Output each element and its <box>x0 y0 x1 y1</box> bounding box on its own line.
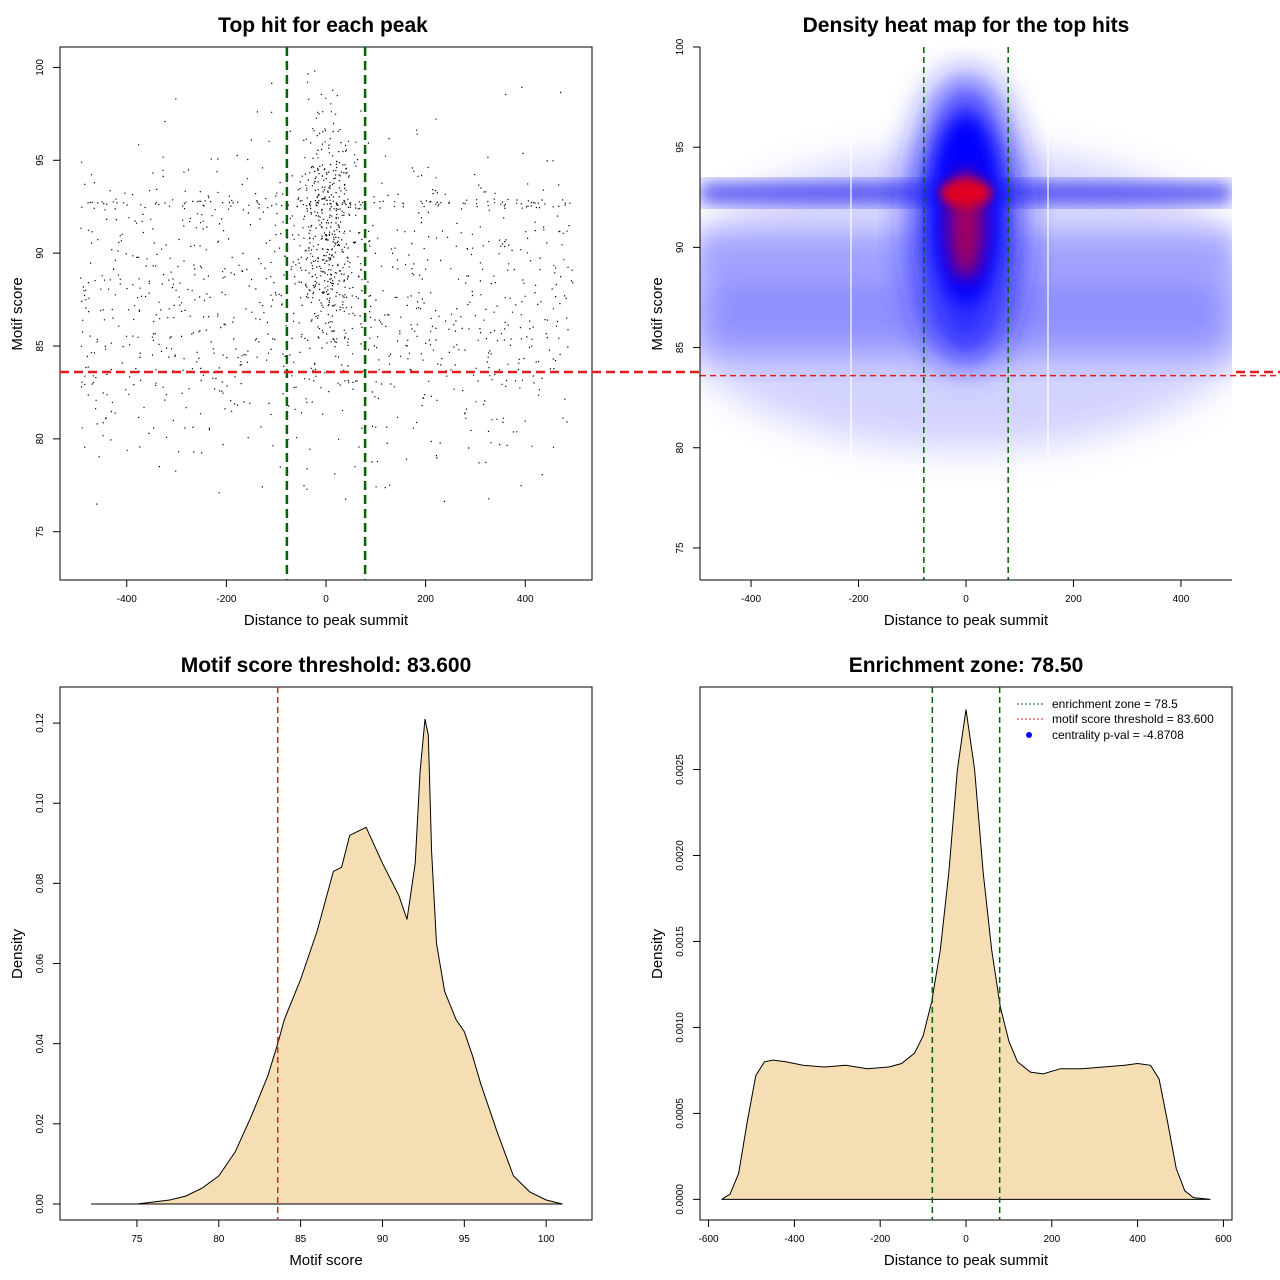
heatmap-y-tick-label: 85 <box>675 342 686 354</box>
scatter-title: Top hit for each peak <box>218 14 428 37</box>
scatter-x-tick-label: 400 <box>517 594 534 605</box>
score-density-y-tick-label: 0.00 <box>35 1194 46 1214</box>
distance-density-y-tick-label: 0.0025 <box>675 754 686 785</box>
panel-heatmap: Density heat map for the top hits -400 -2… <box>649 14 1280 629</box>
distance-density-title: Enrichment zone: 78.50 <box>849 654 1084 677</box>
legend-enrichment-label: enrichment zone = 78.5 <box>1052 697 1178 711</box>
score-density-area <box>91 719 563 1204</box>
distance-density-y-tick-label: 0.0015 <box>675 926 686 957</box>
score-density-x-tick-label: 80 <box>213 1234 225 1245</box>
score-density-y-label: Density <box>9 928 26 979</box>
scatter-y-label: Motif score <box>9 277 26 350</box>
scatter-y-tick-label: 95 <box>35 154 46 166</box>
legend: enrichment zone = 78.5 motif score thres… <box>1017 697 1214 742</box>
heatmap-x-label: Distance to peak summit <box>884 612 1049 629</box>
heatmap-x-tick-label: -200 <box>849 594 869 605</box>
legend-threshold-label: motif score threshold = 83.600 <box>1052 712 1214 726</box>
heatmap-red-peak <box>940 179 992 207</box>
distance-density-y-tick-label: 0.0005 <box>675 1098 686 1129</box>
score-density-ticks: 75 80 85 90 95 100 0.00 0.02 0.04 0.06 0.08 0.10 0.1… <box>35 713 555 1245</box>
distance-density-x-tick-label: 600 <box>1215 1234 1232 1245</box>
score-density-y-tick-label: 0.12 <box>35 713 46 733</box>
distance-density-x-tick-label: -200 <box>870 1234 890 1245</box>
distance-density-zone-lines <box>931 687 1001 1220</box>
heatmap-y-tick-label: 95 <box>675 141 686 153</box>
score-density-y-tick-label: 0.04 <box>35 1034 46 1054</box>
heatmap-x-tick-label: 0 <box>963 594 969 605</box>
scatter-x-label: Distance to peak summit <box>244 612 409 629</box>
score-density-y-tick-label: 0.08 <box>35 873 46 893</box>
scatter-x-tick-label: -200 <box>216 594 236 605</box>
heatmap-x-tick-label: 400 <box>1173 594 1190 605</box>
distance-density-y-tick-label: 0.0020 <box>675 840 686 871</box>
score-density-x-tick-label: 75 <box>131 1234 143 1245</box>
score-density-x-tick-label: 85 <box>295 1234 307 1245</box>
score-density-x-tick-label: 100 <box>538 1234 555 1245</box>
score-density-y-tick-label: 0.10 <box>35 793 46 813</box>
distance-density-y-tick-label: 0.0010 <box>675 1012 686 1043</box>
score-density-title: Motif score threshold: 83.600 <box>181 654 472 677</box>
distance-density-x-tick-label: 400 <box>1129 1234 1146 1245</box>
heatmap-y-tick-label: 90 <box>675 241 686 253</box>
heatmap-x-tick-label: 200 <box>1065 594 1082 605</box>
panel-scatter: Top hit for each peak -400 -200 0 200 400 75 8… <box>9 14 1280 629</box>
distance-density-y-label: Density <box>649 928 666 979</box>
distance-density-y-tick-label: 0.0000 <box>675 1184 686 1215</box>
distance-density-ticks: -600 -400 -200 0 200 400 600 0.0000 0.0005 0.0010… <box>675 754 1232 1245</box>
score-density-x-label: Motif score <box>289 1252 362 1269</box>
panel-score-density: Motif score threshold: 83.600 75 80 85 90 95… <box>9 654 593 1269</box>
scatter-ticks: -400 -200 0 200 400 75 80 85 90 95 100 <box>35 59 534 605</box>
score-density-y-tick-label: 0.02 <box>35 1114 46 1134</box>
scatter-y-tick-label: 75 <box>35 526 46 538</box>
score-density-x-tick-label: 95 <box>459 1234 471 1245</box>
scatter-y-tick-label: 100 <box>35 59 46 76</box>
scatter-x-tick-label: -400 <box>117 594 137 605</box>
distance-density-x-label: Distance to peak summit <box>884 1252 1049 1269</box>
distance-density-x-tick-label: 200 <box>1043 1234 1060 1245</box>
distance-density-x-tick-label: 0 <box>963 1234 969 1245</box>
heatmap-title: Density heat map for the top hits <box>803 14 1130 37</box>
scatter-plot-frame <box>59 46 593 581</box>
heatmap-y-label: Motif score <box>649 277 666 350</box>
score-density-curve <box>91 718 563 1205</box>
distance-density-x-tick-label: -400 <box>784 1234 804 1245</box>
scatter-y-tick-label: 85 <box>35 340 46 352</box>
heatmap-reference-lines <box>700 47 1280 580</box>
distance-density-area <box>721 709 1211 1200</box>
legend-pval-label: centrality p-val = -4.8708 <box>1052 728 1184 742</box>
heatmap-ticks: -400 -200 0 200 400 75 80 85 90 95 100 <box>675 38 1190 605</box>
distance-density-x-tick-label: -600 <box>699 1234 719 1245</box>
score-density-x-tick-label: 90 <box>377 1234 389 1245</box>
score-density-y-tick-label: 0.06 <box>35 953 46 973</box>
heatmap-y-tick-label: 75 <box>675 542 686 554</box>
heatmap-x-tick-label: -400 <box>741 594 761 605</box>
panel-distance-density: Enrichment zone: 78.50 -600 -400 -200 0 200 4… <box>649 654 1233 1269</box>
scatter-x-tick-label: 200 <box>417 594 434 605</box>
scatter-y-tick-label: 90 <box>35 247 46 259</box>
heatmap-y-tick-label: 80 <box>675 442 686 454</box>
scatter-x-tick-label: 0 <box>323 594 329 605</box>
legend-pval-dot <box>1026 732 1032 738</box>
distance-density-curve <box>721 709 1211 1200</box>
scatter-y-tick-label: 80 <box>35 433 46 445</box>
heatmap-y-tick-label: 100 <box>675 38 686 55</box>
